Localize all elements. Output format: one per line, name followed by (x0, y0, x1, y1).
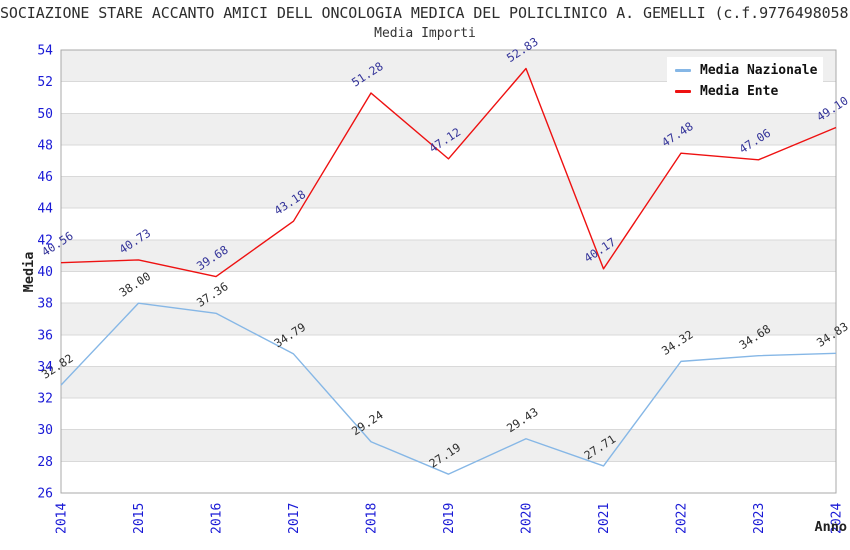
legend-swatch-media-ente (675, 90, 691, 93)
grid-band (61, 239, 836, 272)
x-tick-label: 2022 (675, 503, 690, 534)
grid-band (61, 176, 836, 209)
x-tick-label: 2021 (597, 503, 612, 534)
y-tick-label: 26 (37, 487, 53, 502)
x-tick-label: 2024 (830, 503, 845, 534)
x-tick-label: 2018 (365, 503, 380, 534)
chart-title: SOCIAZIONE STARE ACCANTO AMICI DELL ONCO… (0, 4, 849, 22)
grid-band (61, 208, 836, 240)
grid-band (61, 334, 836, 367)
legend-item-media-ente: Media Ente (675, 81, 817, 102)
x-tick-label: 2017 (287, 503, 302, 534)
y-axis-title: Media (21, 252, 37, 293)
y-axis-ticks: 26 28 30 32 34 36 38 40 42 44 46 48 50 52 54 (37, 44, 53, 502)
gridlines (61, 81, 836, 462)
x-tick-label: 2020 (520, 503, 535, 534)
legend-swatch-media-nazionale (675, 69, 691, 72)
x-tick-label: 2019 (442, 503, 457, 534)
series-line-media-ente (60, 67, 837, 278)
grid-band (61, 144, 836, 177)
grid-band (61, 461, 836, 493)
x-tick-label: 2014 (55, 503, 70, 534)
x-tick-label: 2016 (210, 503, 225, 534)
y-tick-label: 38 (37, 297, 53, 312)
grid-band (61, 113, 836, 145)
y-tick-label: 34 (37, 360, 53, 375)
y-tick-label: 32 (37, 392, 53, 407)
y-tick-label: 30 (37, 423, 53, 438)
legend-item-media-nazionale: Media Nazionale (675, 60, 817, 81)
grid-band (61, 398, 836, 430)
grid-band (61, 271, 836, 304)
x-tick-label: 2015 (132, 503, 147, 534)
plot-border (60, 49, 837, 494)
plot-bands (61, 50, 836, 493)
y-tick-label: 40 (37, 265, 53, 280)
x-axis-ticks: 2014 2015 2016 2017 2018 2019 2020 2021 2022 2023… (55, 503, 845, 534)
grid-band (61, 429, 836, 462)
legend-label-media-ente: Media Ente (700, 84, 779, 99)
x-tick-label: 2023 (752, 503, 767, 534)
y-tick-label: 28 (37, 455, 53, 470)
y-tick-label: 46 (37, 170, 53, 185)
y-tick-label: 44 (37, 202, 53, 217)
grid-band (61, 366, 836, 399)
chart-subtitle: Media Importi (374, 26, 476, 41)
y-tick-label: 48 (37, 138, 53, 153)
y-tick-label: 36 (37, 328, 53, 343)
grid-band (61, 303, 836, 335)
legend-label-media-nazionale: Media Nazionale (700, 63, 818, 78)
y-tick-label: 54 (37, 44, 53, 59)
legend: Media Nazionale Media Ente (667, 57, 824, 105)
x-axis-title: Anno (814, 519, 847, 535)
series-line-media-nazionale (60, 302, 837, 475)
y-tick-label: 52 (37, 75, 53, 90)
y-tick-label: 50 (37, 107, 53, 122)
y-tick-label: 42 (37, 233, 53, 248)
